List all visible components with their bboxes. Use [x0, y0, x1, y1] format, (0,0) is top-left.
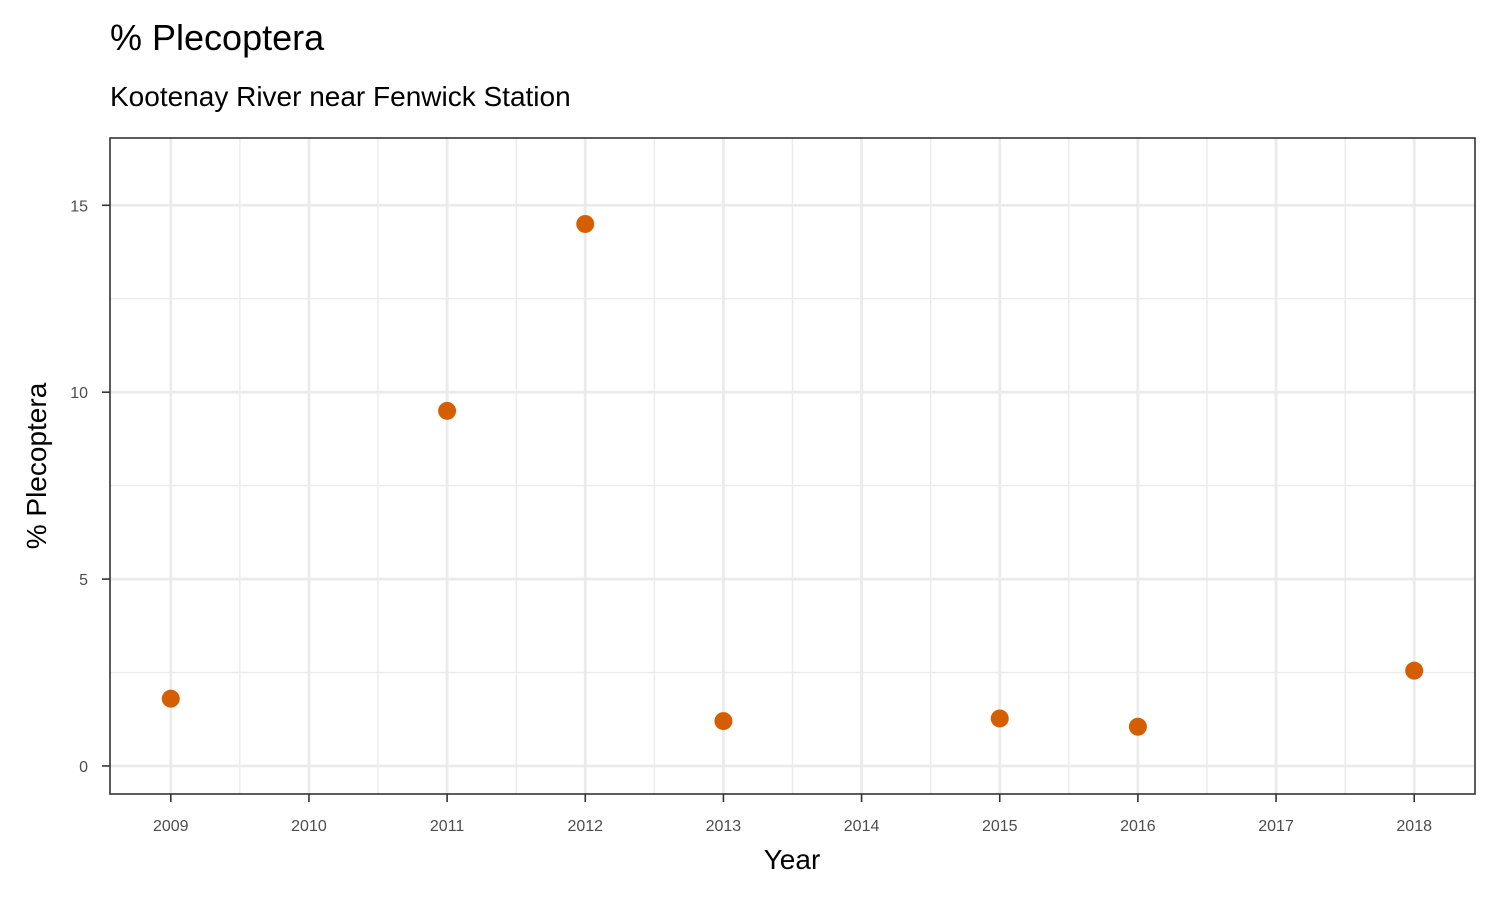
data-point [576, 214, 595, 233]
y-axis: 0 5 10 15 [70, 198, 110, 776]
data-point [714, 712, 733, 731]
data-points [161, 214, 1424, 736]
y-tick-label: 5 [79, 572, 88, 589]
data-point [1128, 717, 1147, 736]
y-tick-label: 0 [79, 759, 88, 776]
x-tick-label: 2011 [430, 818, 465, 835]
grid-minor [110, 138, 1475, 794]
data-point [438, 401, 457, 420]
x-tick-label: 2013 [706, 818, 742, 835]
x-tick-label: 2010 [291, 818, 327, 835]
chart-title: % Plecoptera [110, 17, 325, 58]
grid-major [110, 138, 1475, 794]
plot-panel-border [109, 137, 1476, 795]
chart-subtitle: Kootenay River near Fenwick Station [110, 81, 571, 112]
data-point [1405, 661, 1424, 680]
x-tick-label: 2018 [1396, 818, 1432, 835]
x-tick-label: 2012 [567, 818, 603, 835]
y-axis-title: % Plecoptera [21, 382, 52, 549]
x-tick-label: 2014 [844, 818, 880, 835]
y-tick-label: 10 [70, 385, 88, 402]
x-tick-label: 2015 [982, 818, 1018, 835]
x-axis: 2009 2010 2011 2012 2013 2014 2015 2016 2017 2018 [153, 794, 1432, 835]
x-tick-label: 2017 [1258, 818, 1294, 835]
y-tick-label: 15 [70, 198, 88, 215]
x-axis-title: Year [764, 844, 821, 875]
x-tick-label: 2009 [153, 818, 189, 835]
data-point [161, 689, 180, 708]
data-point [990, 709, 1009, 728]
x-tick-label: 2016 [1120, 818, 1156, 835]
